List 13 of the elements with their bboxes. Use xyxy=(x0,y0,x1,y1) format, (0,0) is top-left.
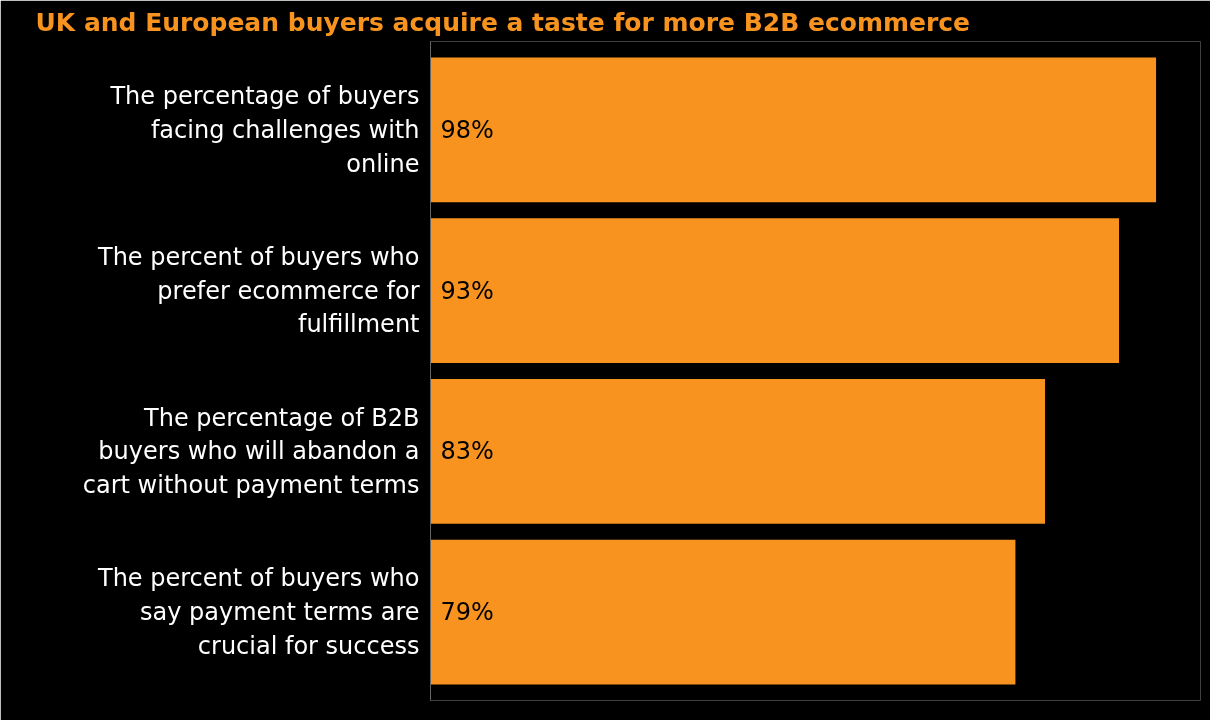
data-label: 98% xyxy=(440,115,494,144)
bar xyxy=(430,539,1016,685)
chart-title: UK and European buyers acquire a taste for more B2B ecommerce xyxy=(35,7,971,37)
y-tick-label: The percent of buyers who prefer ecommerce for fulfillment xyxy=(96,243,420,339)
data-label: 83% xyxy=(440,437,494,466)
bar xyxy=(430,218,1120,363)
bar xyxy=(430,379,1046,524)
y-tick-label: The percentage of buyers facing challenges with online xyxy=(109,82,420,178)
y-tick-label: The percent of buyers who say payment terms are crucial for success xyxy=(96,564,420,660)
bar xyxy=(430,57,1157,203)
y-tick-label: The percentage of B2B buyers who will abandon a cart without payment terms xyxy=(82,403,420,499)
data-label: 79% xyxy=(440,598,494,627)
data-label: 93% xyxy=(440,276,494,305)
